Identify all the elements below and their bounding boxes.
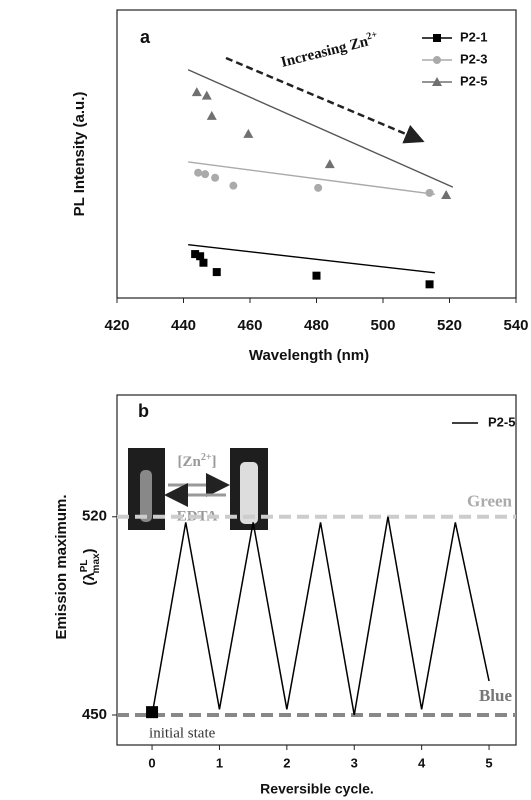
reference-label: Green	[467, 492, 513, 511]
inset-text: ]	[212, 454, 217, 470]
annotation-arrow	[225, 56, 425, 144]
annotation-sup: 2+	[366, 29, 379, 42]
x-tick-label: 1	[216, 755, 223, 770]
inset-top: [Zn2+]	[177, 452, 216, 470]
inset-sup: 2+	[201, 452, 212, 463]
x-tick-label: 540	[503, 317, 528, 334]
initial-point	[146, 706, 159, 719]
point	[206, 110, 217, 120]
y-tick-label: 520	[82, 508, 107, 525]
label-part: (λ	[81, 572, 98, 586]
x-tick-label: 480	[304, 317, 329, 334]
line	[151, 516, 490, 716]
x-axis-label: Wavelength (nm)	[249, 347, 369, 364]
panel-label: b	[138, 401, 149, 421]
reference-label: Blue	[479, 686, 513, 705]
point	[425, 280, 434, 289]
annotation: Increasing Zn2+	[279, 29, 381, 71]
point	[199, 258, 208, 267]
point	[201, 90, 212, 100]
y-axis-label-2: (λPLmax)	[79, 548, 102, 585]
x-tick-label: 460	[237, 317, 262, 334]
legend-marker	[433, 56, 441, 64]
legend-label: P2-5	[460, 73, 487, 88]
y-axis-label: PL Intensity (a.u.)	[71, 92, 88, 217]
x-tick-label: 440	[171, 317, 196, 334]
trend-line	[188, 244, 435, 274]
inset-text: [Zn	[177, 454, 201, 470]
point	[201, 170, 210, 179]
panel-label: a	[140, 27, 151, 47]
x-tick-label: 420	[104, 317, 129, 334]
x-tick-label: 3	[351, 755, 358, 770]
annotation-text: Increasing Zn	[279, 34, 370, 71]
x-tick-label: 2	[283, 755, 290, 770]
legend-marker	[432, 77, 442, 86]
spacer	[225, 138, 420, 168]
point	[196, 252, 205, 261]
trend-line	[188, 161, 435, 196]
point	[191, 250, 200, 259]
point	[211, 173, 220, 182]
x-tick-label: 0	[148, 755, 155, 770]
label-sub: max	[91, 553, 102, 573]
initial-label: initial state	[149, 726, 216, 742]
point	[212, 268, 221, 277]
point	[425, 188, 434, 197]
point	[229, 181, 238, 190]
label-part: )	[81, 548, 98, 553]
plot-frame	[116, 394, 517, 746]
legend-marker	[433, 34, 441, 42]
point	[191, 87, 202, 97]
legend-label: P2-5	[488, 414, 515, 429]
point	[314, 183, 323, 192]
x-tick-label: 4	[418, 755, 426, 770]
x-tick-label: 500	[370, 317, 395, 334]
legend-label: P2-1	[460, 29, 487, 44]
legend-label: P2-3	[460, 51, 487, 66]
point	[243, 128, 254, 138]
y-axis-label: Emission maximum.	[53, 494, 70, 639]
point	[312, 271, 321, 280]
vial	[140, 470, 152, 522]
x-tick-label: 5	[485, 755, 492, 770]
point	[324, 159, 335, 169]
trend-line	[187, 69, 454, 188]
label-sup: PL	[79, 559, 90, 572]
point	[194, 168, 203, 177]
x-axis-label: Reversible cycle.	[260, 781, 374, 797]
x-tick-label: 520	[437, 317, 462, 334]
y-tick-label: 450	[82, 706, 107, 723]
point	[441, 190, 452, 200]
vial	[240, 462, 258, 524]
